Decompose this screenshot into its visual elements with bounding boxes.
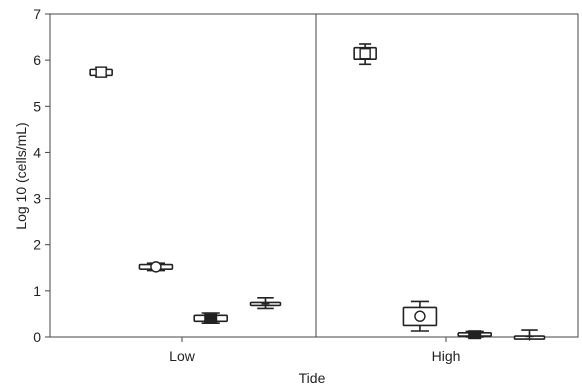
y-tick-label: 3 (33, 191, 41, 207)
y-tick-label: 1 (33, 283, 41, 299)
x-tick-label: High (432, 348, 461, 364)
x-axis: Low High (169, 337, 460, 364)
box-low-1 (89, 66, 113, 78)
y-tick-label: 2 (33, 237, 41, 253)
x-tick-label: Low (169, 348, 196, 364)
box-low-2 (138, 261, 174, 273)
x-axis-title: Tide (299, 370, 326, 386)
plot-frame (49, 13, 579, 338)
box-high-1 (353, 43, 377, 66)
y-tick-label: 7 (33, 6, 41, 22)
y-tick-label: 0 (33, 329, 41, 345)
box-low-4 (249, 296, 282, 310)
y-axis-title: Log 10 (cells/mL) (13, 122, 29, 229)
median-marker (150, 261, 162, 273)
box-high-4 (513, 329, 546, 341)
y-axis: 0 1 2 3 4 5 6 7 (33, 6, 50, 345)
median-marker (204, 313, 218, 323)
median-marker (359, 47, 371, 60)
box-high-3 (457, 330, 493, 340)
y-tick-label: 5 (33, 98, 41, 114)
box-low-3 (193, 312, 229, 324)
y-tick-label: 4 (33, 144, 41, 160)
box-high-2 (402, 300, 438, 332)
median-marker (95, 66, 107, 78)
y-tick-label: 6 (33, 52, 41, 68)
median-marker (468, 330, 482, 340)
boxes-layer (89, 43, 546, 341)
median-marker (414, 310, 426, 322)
